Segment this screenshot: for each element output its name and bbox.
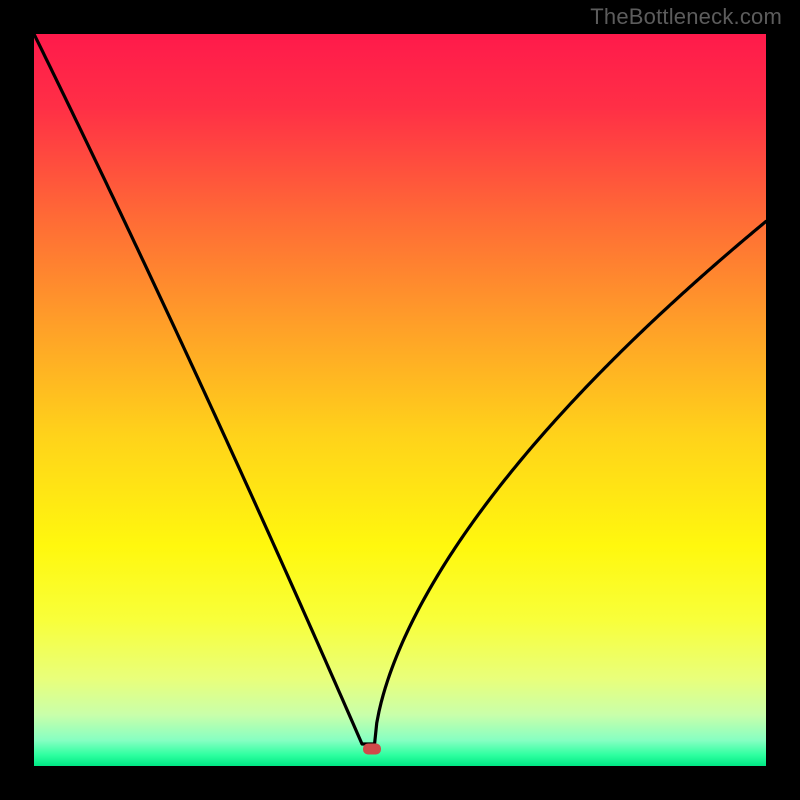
plot-area	[34, 34, 766, 766]
chart-frame: TheBottleneck.com	[0, 0, 800, 800]
watermark-text: TheBottleneck.com	[590, 4, 782, 30]
chart-svg	[34, 34, 766, 766]
